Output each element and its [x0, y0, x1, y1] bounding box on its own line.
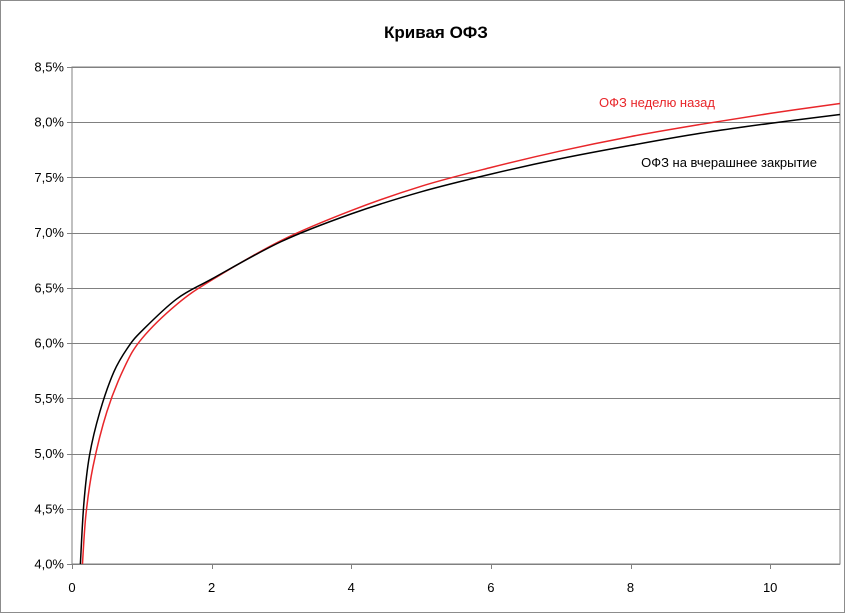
y-tick-label: 8,5%: [34, 60, 64, 75]
series-label-yesterday: ОФЗ на вчерашнее закрытие: [641, 155, 817, 170]
series-label-week-ago: ОФЗ неделю назад: [599, 95, 715, 110]
axis-ticks: 4,0% 4,5% 5,0% 5,5% 6,0% 6,5% 7,0% 7,5% 8,0% 8,5%…: [34, 60, 777, 596]
x-tick-label: 10: [763, 580, 777, 595]
y-tick-label: 8,0%: [34, 115, 64, 130]
y-tick-label: 7,0%: [34, 225, 64, 240]
y-tick-label: 5,5%: [34, 391, 64, 406]
x-tick-label: 6: [487, 580, 494, 595]
y-tick-label: 4,5%: [34, 501, 64, 516]
y-tick-label: 6,0%: [34, 336, 64, 351]
series-lines: [79, 102, 841, 565]
grid-lines: [72, 67, 840, 565]
y-tick-label: 5,0%: [34, 446, 64, 461]
y-tick-label: 4,0%: [34, 557, 64, 572]
y-tick-label: 7,5%: [34, 170, 64, 185]
x-tick-label: 2: [208, 580, 215, 595]
y-tick-label: 6,5%: [34, 280, 64, 295]
plot-area-border: [71, 66, 841, 565]
x-tick-label: 4: [348, 580, 355, 595]
series-line-yesterday: [79, 113, 841, 565]
x-tick-label: 0: [68, 580, 75, 595]
series-line-week-ago: [81, 102, 841, 565]
x-tick-label: 8: [627, 580, 634, 595]
chart-title: Кривая ОФЗ: [384, 23, 488, 42]
